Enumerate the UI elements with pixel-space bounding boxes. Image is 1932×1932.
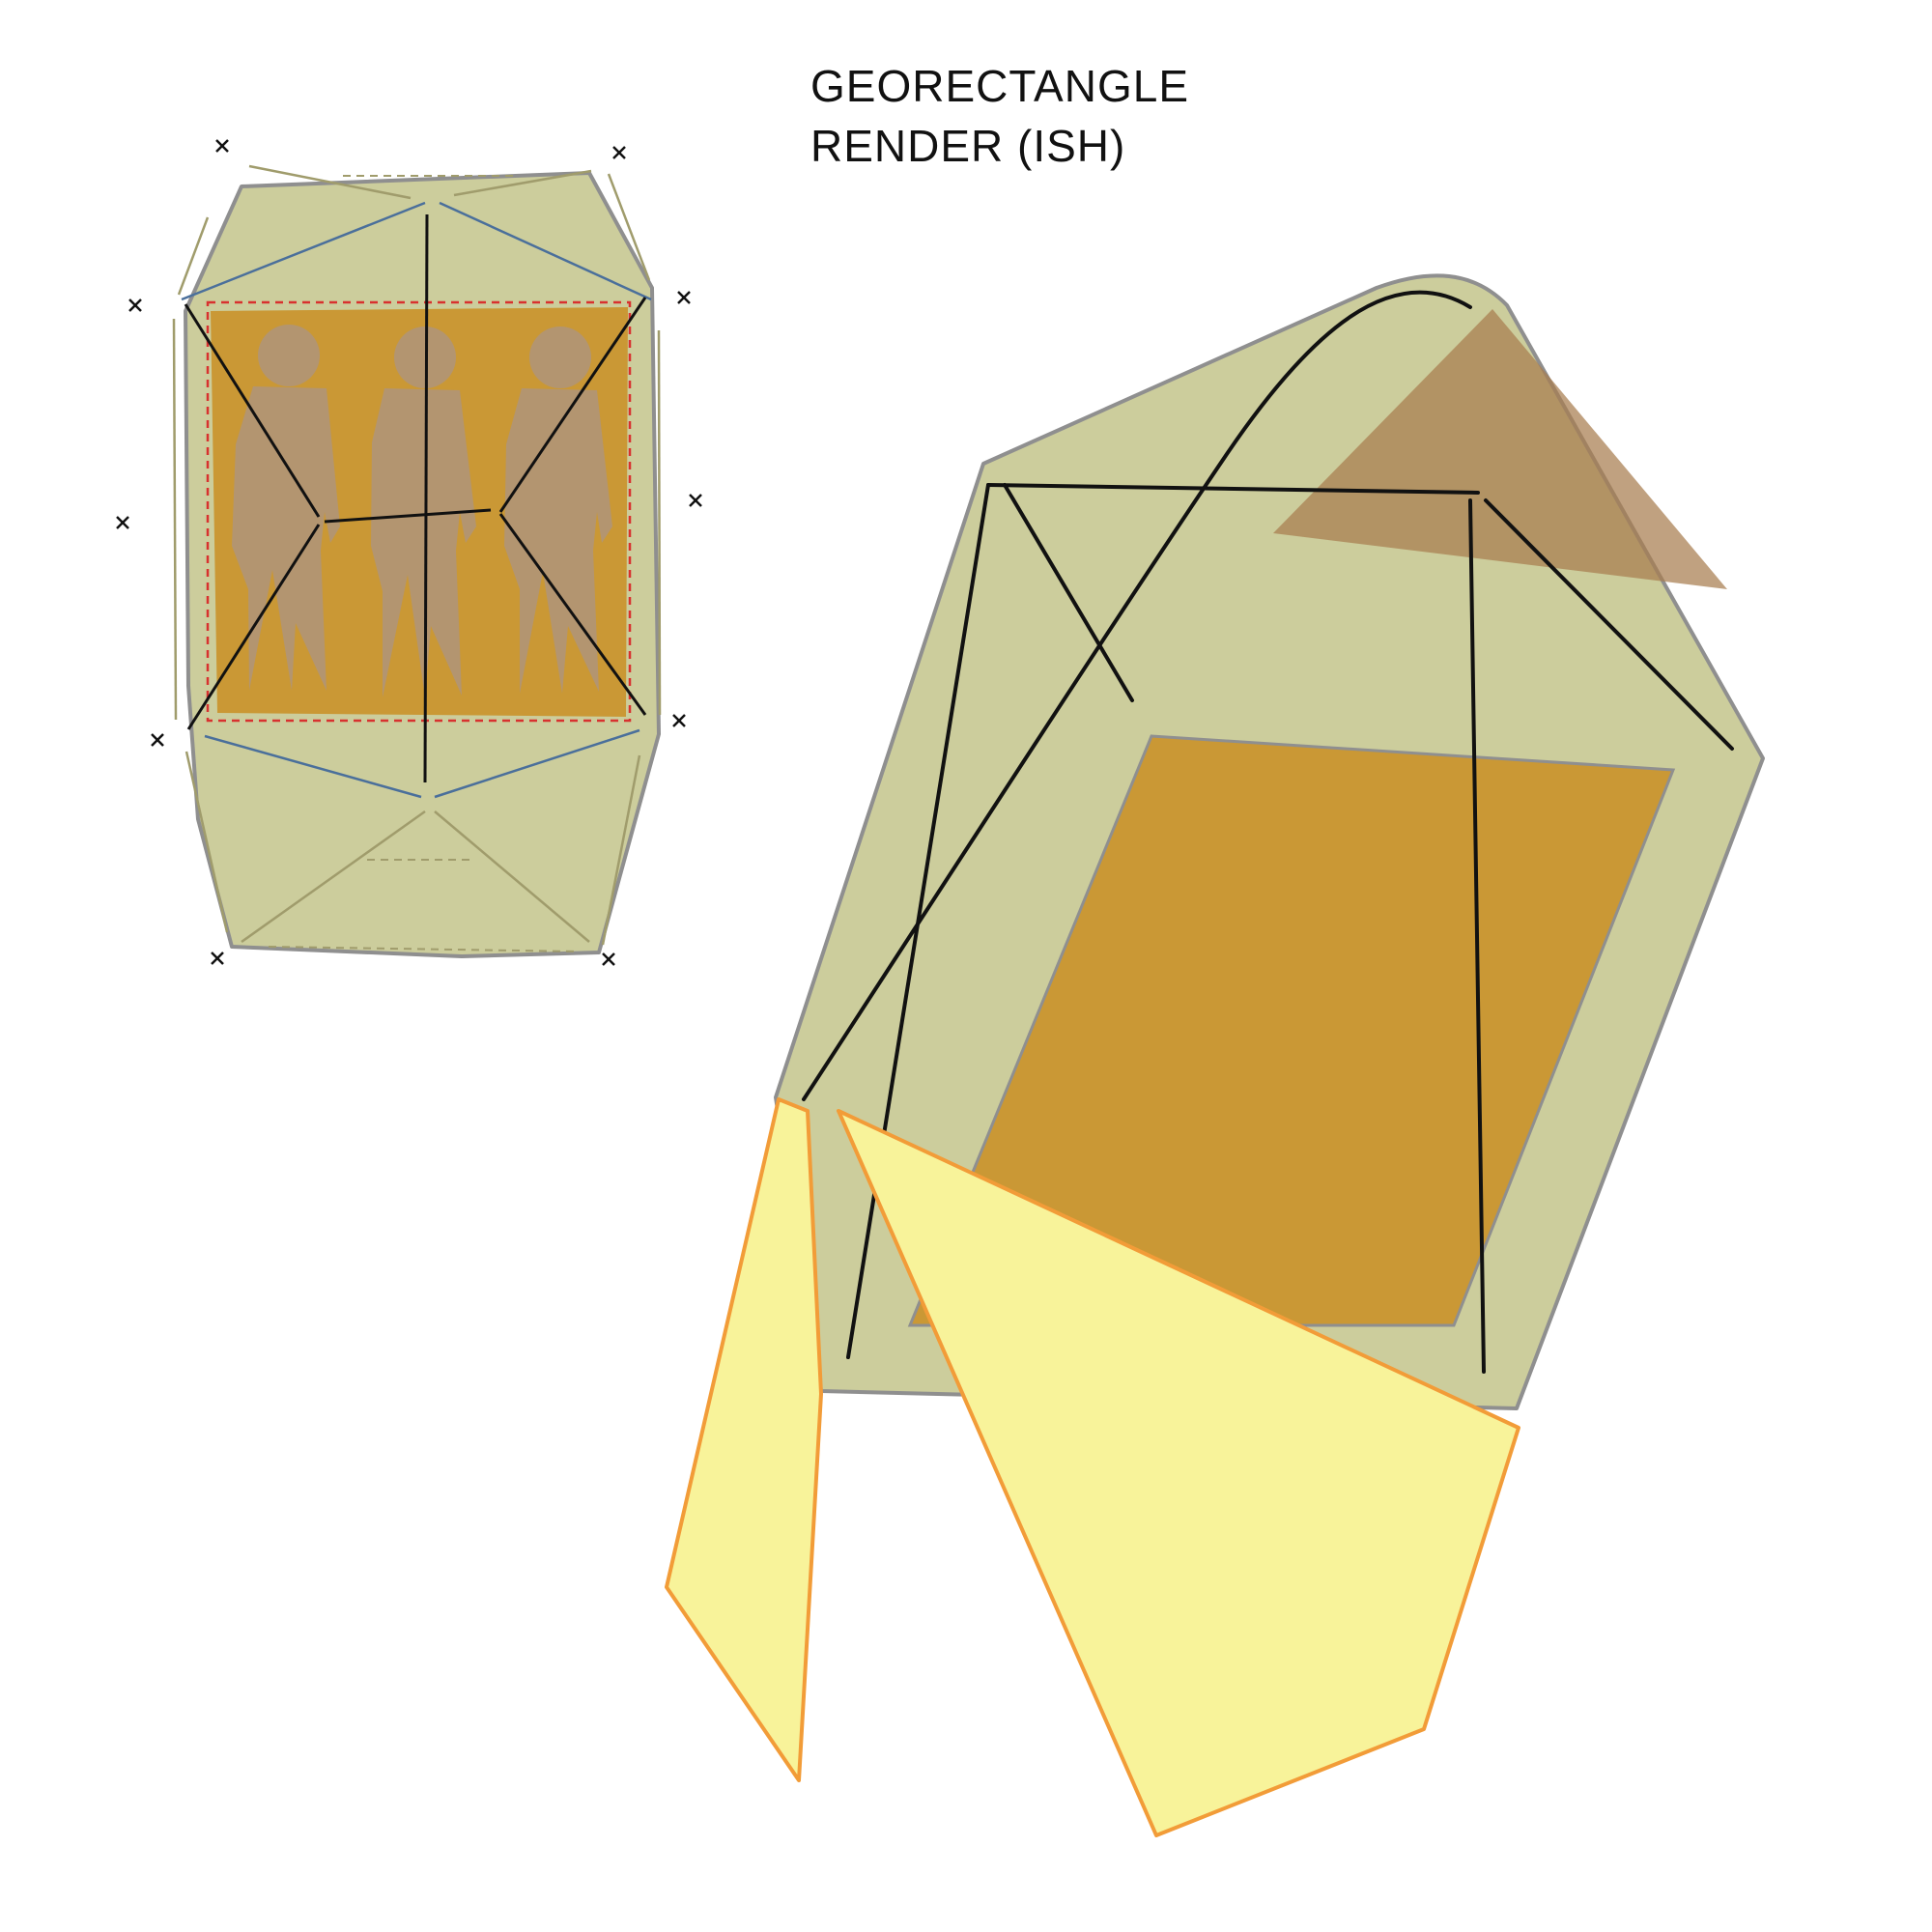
cross-mark-icon: [151, 733, 164, 747]
cross-mark-icon: [116, 516, 129, 529]
corner-markers: [116, 139, 702, 966]
title-line-2: RENDER (ISH): [810, 121, 1126, 171]
cross-mark-icon: [602, 952, 615, 966]
black-frame-lines: [184, 213, 647, 783]
title-line-1: GEORECTANGLE: [810, 61, 1189, 111]
person-silhouette-icon: [232, 325, 340, 691]
olive-guide-lines: [172, 164, 662, 946]
person-figures: [232, 325, 612, 697]
distorted-render: [665, 273, 1765, 1837]
cross-mark-icon: [128, 298, 142, 312]
distorted-black-lines: [802, 290, 1734, 1374]
cross-mark-icon: [211, 952, 224, 965]
olive-dashed-lines: [268, 175, 581, 952]
blue-guide-lines: [181, 201, 652, 799]
cross-mark-icon: [612, 146, 626, 159]
yellow-shard-right: [837, 1109, 1520, 1837]
yellow-shard-left: [665, 1097, 823, 1782]
reference-frame: [116, 139, 702, 966]
cross-mark-icon: [215, 139, 229, 153]
brown-triangle: [1273, 309, 1727, 589]
cross-mark-icon: [677, 291, 691, 304]
cross-mark-icon: [672, 714, 686, 727]
cross-mark-icon: [689, 494, 702, 507]
